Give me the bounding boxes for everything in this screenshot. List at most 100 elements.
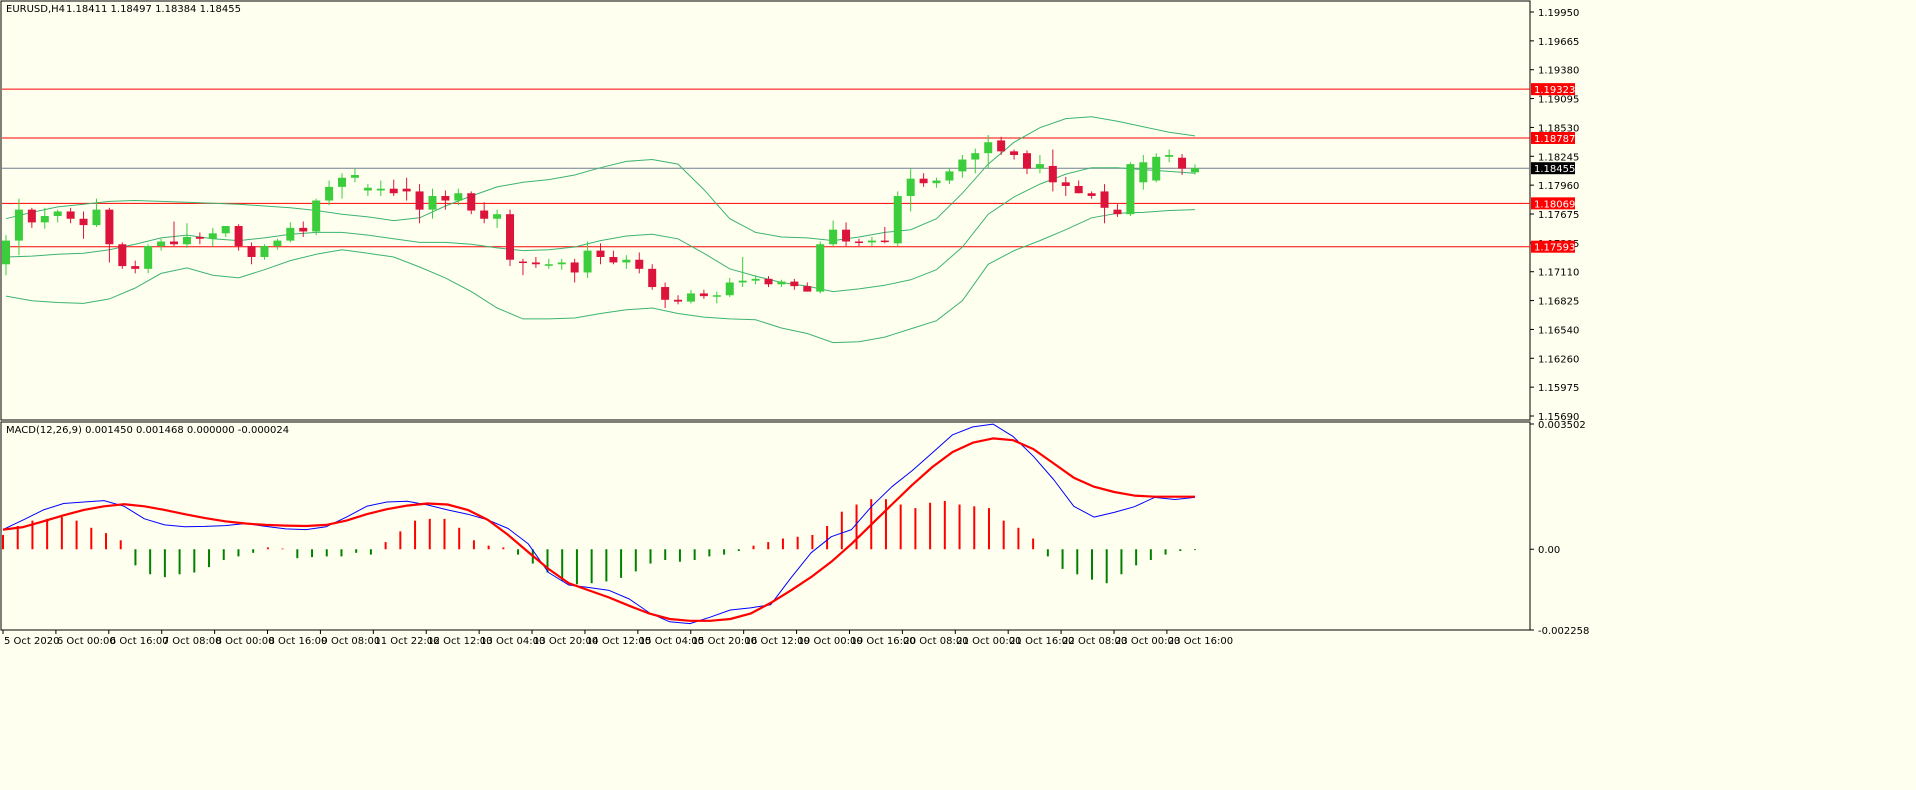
bear-candle[interactable]: [234, 226, 243, 247]
bull-candle[interactable]: [686, 293, 695, 302]
bull-candle[interactable]: [221, 226, 230, 234]
bear-candle[interactable]: [674, 299, 683, 302]
bear-candle[interactable]: [1178, 157, 1187, 169]
bear-candle[interactable]: [699, 293, 708, 297]
bear-candle[interactable]: [299, 227, 308, 232]
bull-candle[interactable]: [1, 240, 11, 265]
bear-candle[interactable]: [1113, 209, 1122, 215]
bear-candle[interactable]: [842, 229, 851, 242]
bull-candle[interactable]: [493, 214, 502, 219]
bull-candle[interactable]: [777, 281, 786, 285]
bull-candle[interactable]: [1190, 168, 1200, 173]
bear-candle[interactable]: [609, 256, 618, 263]
bear-candle[interactable]: [531, 262, 540, 265]
bull-candle[interactable]: [325, 186, 334, 201]
bear-candle[interactable]: [415, 191, 424, 210]
bear-candle[interactable]: [1048, 165, 1057, 183]
bear-candle[interactable]: [402, 188, 411, 192]
bull-candle[interactable]: [338, 177, 347, 187]
bear-candle[interactable]: [596, 250, 605, 257]
bear-candle[interactable]: [764, 278, 773, 285]
bear-candle[interactable]: [518, 261, 527, 264]
bull-candle[interactable]: [286, 227, 295, 241]
bull-candle[interactable]: [893, 195, 902, 244]
bear-candle[interactable]: [480, 210, 489, 219]
bear-candle[interactable]: [79, 218, 88, 226]
bull-candle[interactable]: [350, 175, 359, 178]
bull-candle[interactable]: [906, 178, 915, 196]
price-axis-label: 1.18245: [1538, 152, 1579, 163]
bull-candle[interactable]: [40, 216, 49, 223]
bull-candle[interactable]: [144, 246, 153, 269]
bear-candle[interactable]: [1061, 182, 1070, 186]
bear-candle[interactable]: [803, 286, 812, 292]
bull-candle[interactable]: [544, 264, 553, 266]
bear-candle[interactable]: [66, 211, 75, 219]
level-price-label: 1.19323: [1534, 85, 1575, 96]
bear-candle[interactable]: [661, 287, 670, 300]
bear-candle[interactable]: [389, 188, 398, 194]
bear-candle[interactable]: [195, 236, 204, 239]
bear-candle[interactable]: [648, 268, 657, 288]
bull-candle[interactable]: [363, 187, 372, 191]
macd-signal-line: [2, 437, 1195, 622]
price-panel[interactable]: [0, 0, 1531, 421]
bull-candle[interactable]: [1139, 162, 1148, 183]
bull-candle[interactable]: [1152, 156, 1161, 181]
bull-candle[interactable]: [1165, 154, 1174, 157]
bear-candle[interactable]: [131, 266, 140, 269]
bear-candle[interactable]: [27, 209, 36, 223]
bear-candle[interactable]: [635, 259, 644, 269]
bull-candle[interactable]: [751, 278, 760, 281]
bull-candle[interactable]: [712, 295, 721, 297]
bull-candle[interactable]: [53, 211, 62, 217]
bear-candle[interactable]: [1087, 193, 1096, 196]
bull-candle[interactable]: [738, 280, 747, 283]
bull-candle[interactable]: [971, 153, 980, 160]
bull-candle[interactable]: [376, 188, 385, 191]
bull-candle[interactable]: [867, 240, 876, 243]
bull-candle[interactable]: [428, 195, 437, 210]
bull-candle[interactable]: [157, 241, 166, 247]
bear-candle[interactable]: [854, 241, 863, 244]
bull-candle[interactable]: [945, 171, 954, 181]
bear-candle[interactable]: [1100, 191, 1109, 208]
bull-candle[interactable]: [622, 259, 631, 263]
bull-candle[interactable]: [1035, 164, 1044, 169]
bull-candle[interactable]: [182, 236, 191, 245]
bull-candle[interactable]: [557, 262, 566, 265]
bear-candle[interactable]: [467, 193, 476, 211]
bull-candle[interactable]: [454, 193, 463, 201]
bull-candle[interactable]: [958, 159, 967, 172]
bull-candle[interactable]: [829, 229, 838, 245]
bear-candle[interactable]: [790, 281, 799, 287]
bull-candle[interactable]: [260, 246, 269, 257]
bear-candle[interactable]: [170, 241, 179, 245]
bull-candle[interactable]: [583, 250, 592, 273]
bear-candle[interactable]: [105, 209, 114, 245]
bear-candle[interactable]: [880, 240, 889, 243]
bull-candle[interactable]: [816, 244, 825, 292]
bull-candle[interactable]: [932, 180, 941, 184]
bear-candle[interactable]: [919, 178, 928, 184]
bull-candle[interactable]: [984, 142, 993, 154]
bull-candle[interactable]: [1126, 164, 1135, 215]
bear-candle[interactable]: [1010, 151, 1019, 155]
bear-candle[interactable]: [506, 214, 515, 260]
bear-candle[interactable]: [997, 140, 1006, 152]
bull-candle[interactable]: [312, 200, 321, 232]
bear-candle[interactable]: [1022, 153, 1031, 169]
bull-candle[interactable]: [273, 240, 282, 247]
bull-candle[interactable]: [208, 233, 217, 239]
bear-candle[interactable]: [247, 246, 256, 257]
bull-candle[interactable]: [92, 209, 101, 226]
bear-candle[interactable]: [118, 244, 127, 267]
macd-panel[interactable]: [0, 421, 1531, 631]
bull-candle[interactable]: [14, 209, 23, 241]
bull-candle[interactable]: [725, 282, 734, 296]
time-axis-label: 16 Oct 12:00: [745, 636, 810, 647]
bear-candle[interactable]: [570, 262, 579, 273]
bear-candle[interactable]: [441, 195, 450, 201]
bear-candle[interactable]: [1074, 185, 1083, 194]
